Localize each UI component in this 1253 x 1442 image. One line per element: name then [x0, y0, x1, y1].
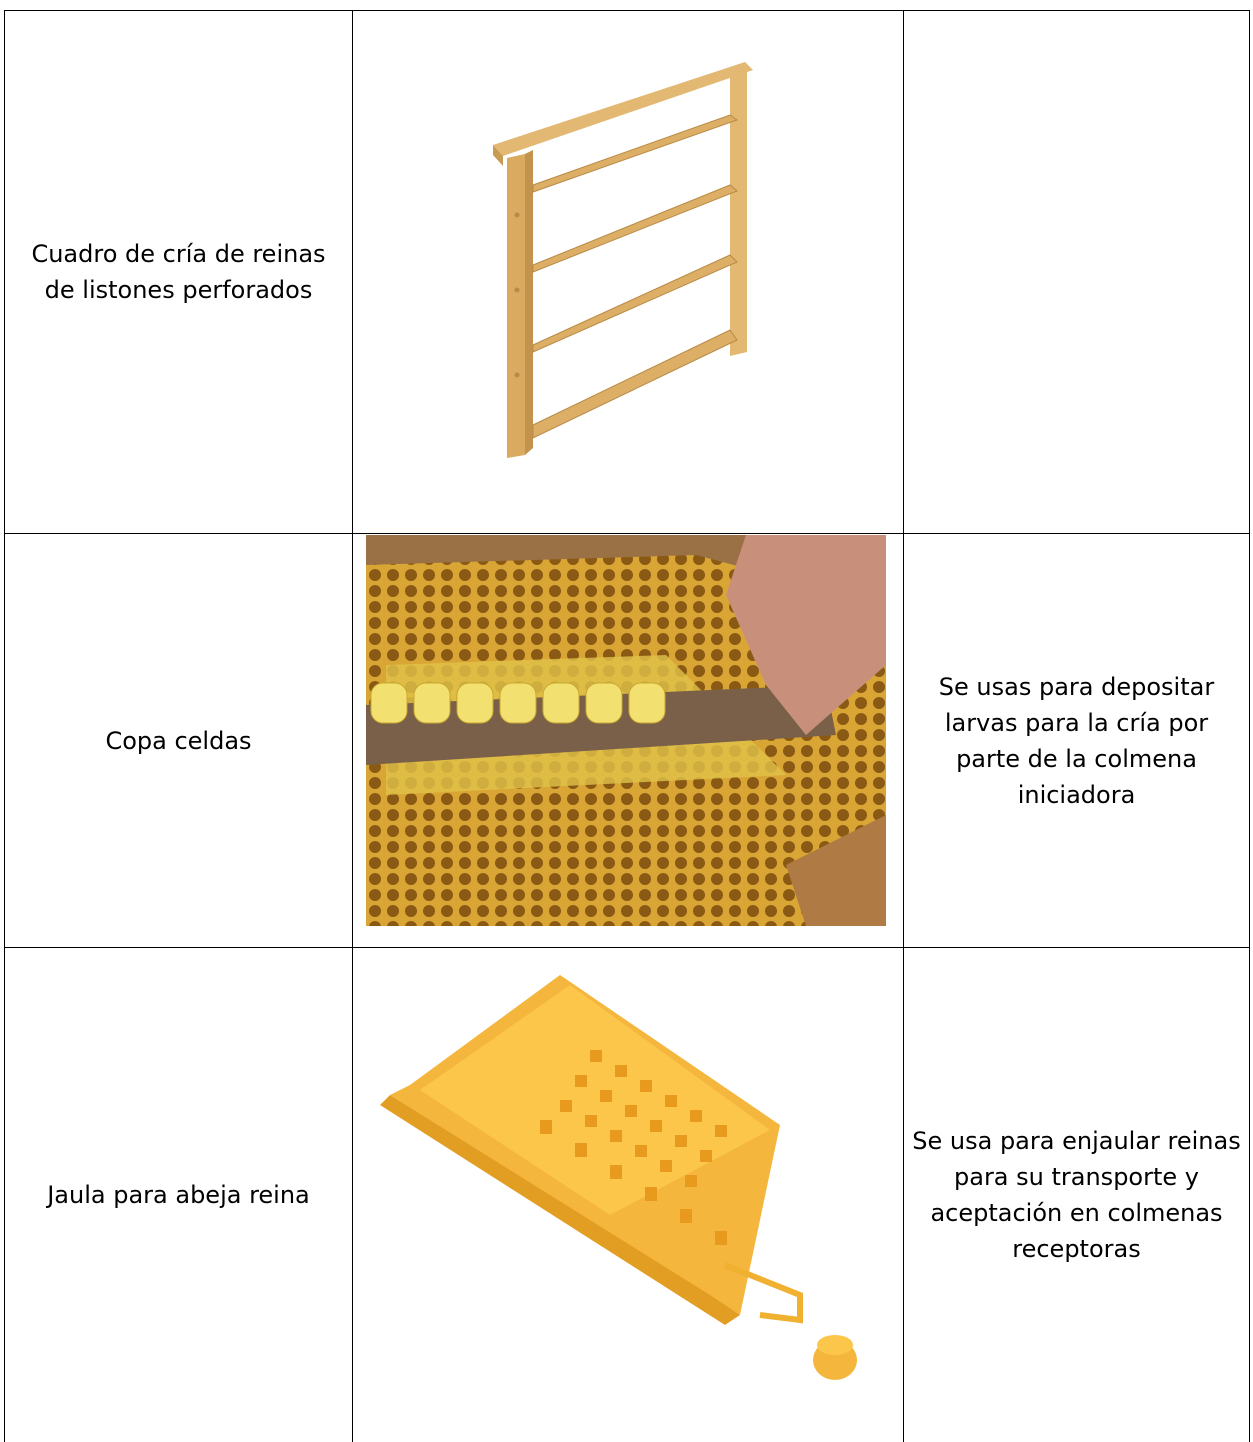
cell-cups-image — [366, 535, 886, 926]
item-name: Jaula para abeja reina — [47, 1181, 310, 1209]
table-border — [4, 533, 1250, 534]
queen-cage-image — [380, 975, 857, 1380]
table-border — [4, 10, 5, 1442]
table-border — [4, 947, 1250, 948]
frame-image — [493, 62, 753, 458]
table-border — [4, 10, 1250, 11]
cell: Copa celdas — [5, 534, 352, 947]
item-name: Copa celdas — [105, 726, 252, 755]
item-description: Se usas para depositar larvas para la cr… — [938, 672, 1215, 809]
cell: Se usa para enjaular reinas para su tran… — [904, 948, 1249, 1442]
cell: Se usas para depositar larvas para la cr… — [904, 534, 1249, 947]
table-border — [1249, 10, 1250, 1442]
table-border — [903, 10, 904, 1442]
cell: Cuadro de cría de reinas de listones per… — [5, 11, 352, 533]
cell: Jaula para abeja reina — [5, 948, 352, 1442]
table-border — [352, 10, 353, 1442]
item-description: Se usa para enjaular reinas para su tran… — [912, 1127, 1241, 1263]
item-name: Cuadro de cría de reinas de listones per… — [31, 240, 326, 304]
